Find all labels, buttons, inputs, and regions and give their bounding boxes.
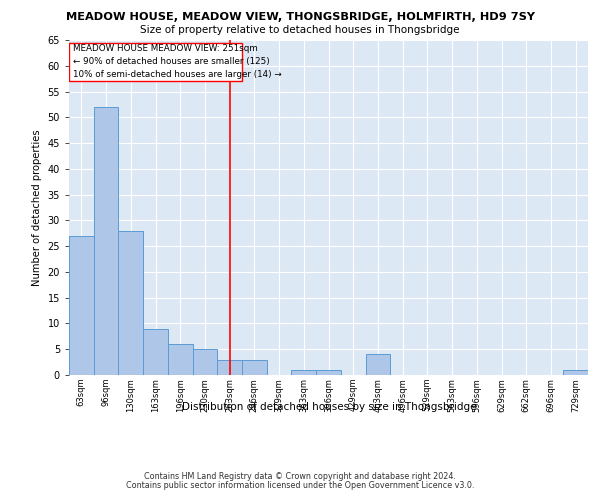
Bar xyxy=(563,370,588,375)
Text: MEADOW HOUSE, MEADOW VIEW, THONGSBRIDGE, HOLMFIRTH, HD9 7SY: MEADOW HOUSE, MEADOW VIEW, THONGSBRIDGE,… xyxy=(65,12,535,22)
Bar xyxy=(118,230,143,375)
Text: Contains public sector information licensed under the Open Government Licence v3: Contains public sector information licen… xyxy=(126,481,474,490)
Bar xyxy=(193,349,217,375)
Bar xyxy=(242,360,267,375)
Bar xyxy=(143,328,168,375)
Bar xyxy=(292,370,316,375)
Text: MEADOW HOUSE MEADOW VIEW: 251sqm
← 90% of detached houses are smaller (125)
10% : MEADOW HOUSE MEADOW VIEW: 251sqm ← 90% o… xyxy=(73,44,281,79)
Text: Contains HM Land Registry data © Crown copyright and database right 2024.: Contains HM Land Registry data © Crown c… xyxy=(144,472,456,481)
Bar xyxy=(94,107,118,375)
Text: Distribution of detached houses by size in Thongsbridge: Distribution of detached houses by size … xyxy=(182,402,476,412)
Y-axis label: Number of detached properties: Number of detached properties xyxy=(32,129,42,286)
Bar xyxy=(217,360,242,375)
Bar xyxy=(365,354,390,375)
Bar xyxy=(316,370,341,375)
FancyBboxPatch shape xyxy=(69,42,242,81)
Bar xyxy=(69,236,94,375)
Bar xyxy=(168,344,193,375)
Text: Size of property relative to detached houses in Thongsbridge: Size of property relative to detached ho… xyxy=(140,25,460,35)
